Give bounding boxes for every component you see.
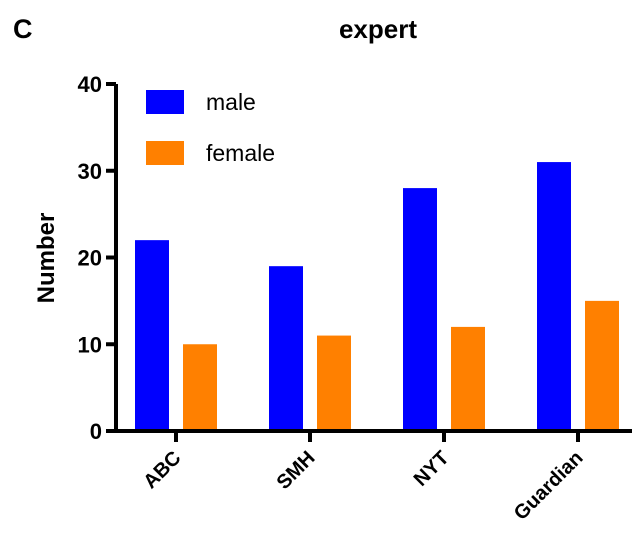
- bars-group: [135, 162, 619, 431]
- x-ticks-group: ABC SMH NYT Guardian: [139, 431, 588, 525]
- legend: male female: [146, 89, 275, 166]
- y-axis-label: Number: [33, 213, 60, 304]
- y-tick-label: 10: [78, 332, 102, 357]
- chart-title: expert: [339, 14, 417, 44]
- y-tick-label: 20: [78, 246, 102, 271]
- x-tick-label: ABC: [139, 447, 185, 493]
- bar-male-nyt: [403, 188, 437, 431]
- x-tick-label: NYT: [410, 447, 454, 491]
- bar-female-nyt: [451, 326, 485, 431]
- y-tick-label: 40: [78, 72, 102, 97]
- y-tick-label: 0: [90, 419, 102, 444]
- bar-male-abc: [135, 240, 169, 431]
- legend-swatch-female: [146, 141, 184, 165]
- legend-label-female: female: [206, 140, 275, 166]
- bar-female-smh: [317, 335, 351, 431]
- y-tick-label: 30: [78, 159, 102, 184]
- bar-male-guardian: [537, 162, 571, 431]
- bar-male-smh: [269, 266, 303, 431]
- legend-label-male: male: [206, 89, 256, 115]
- x-tick-label: Guardian: [510, 447, 588, 525]
- y-ticks-group: 0 10 20 30 40: [78, 72, 116, 444]
- panel-label: C: [13, 14, 33, 44]
- bar-female-abc: [183, 344, 217, 431]
- bar-female-guardian: [585, 300, 619, 431]
- x-tick-label: SMH: [273, 447, 320, 494]
- legend-swatch-male: [146, 90, 184, 114]
